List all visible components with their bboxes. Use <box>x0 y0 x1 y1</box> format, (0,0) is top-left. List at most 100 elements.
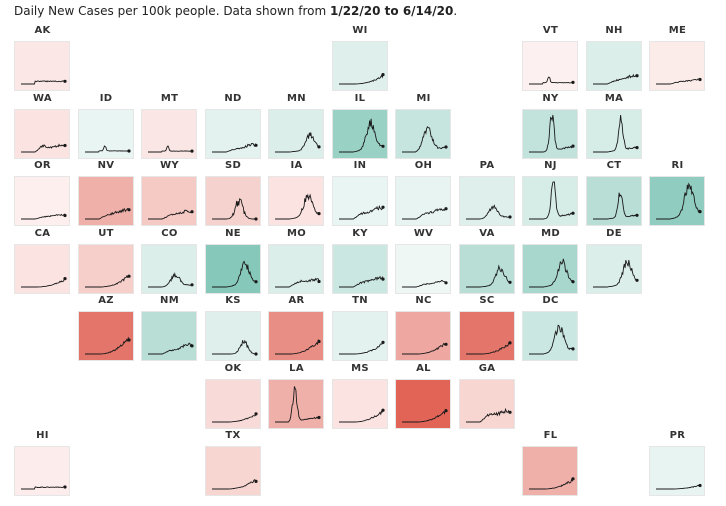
state-tile-pr[interactable]: PR <box>646 430 709 498</box>
sparkline-chart <box>465 407 512 422</box>
state-tile-tx[interactable]: TX <box>202 430 265 498</box>
sparkline-ga <box>465 407 510 422</box>
state-tile-vt[interactable]: VT <box>519 25 582 93</box>
state-tile-hi[interactable]: HI <box>11 430 74 498</box>
sparkline-endpoint-ak <box>63 79 67 83</box>
sparkline-mn <box>275 131 320 152</box>
state-tile-ia[interactable]: IA <box>265 160 328 228</box>
sparkline-endpoint-al <box>444 408 448 412</box>
state-label: AR <box>288 295 305 306</box>
state-label: HI <box>36 430 49 441</box>
state-tile-sd[interactable]: SD <box>202 160 265 228</box>
state-tile-la[interactable]: LA <box>265 363 328 431</box>
state-label: GA <box>478 362 496 374</box>
sparkline-pr <box>656 484 701 490</box>
state-tile-nv[interactable]: NV <box>75 160 138 228</box>
sparkline-chart <box>211 411 258 422</box>
state-tile-ca[interactable]: CA <box>11 228 74 296</box>
state-tile-ms[interactable]: MS <box>329 363 392 431</box>
state-tile-background <box>331 311 388 361</box>
state-tile-al[interactable]: AL <box>392 363 455 431</box>
state-tile-md[interactable]: MD <box>519 228 582 296</box>
state-label: MI <box>416 92 431 104</box>
sparkline-endpoint-de <box>634 278 639 282</box>
state-tile-background <box>204 108 261 159</box>
state-tile-sc[interactable]: SC <box>456 295 519 363</box>
sparkline-nv <box>84 208 129 220</box>
sparkline-endpoint-ct <box>634 213 639 217</box>
state-tile-background <box>395 311 451 361</box>
state-tile-il[interactable]: IL <box>329 93 392 161</box>
state-tile-tn[interactable]: TN <box>329 295 392 363</box>
state-tile-nh[interactable]: NH <box>583 25 646 93</box>
state-tile-ok[interactable]: OK <box>202 363 265 431</box>
state-label: NM <box>160 295 179 306</box>
state-tile-wa[interactable]: WA <box>11 93 74 161</box>
sparkline-endpoint-md <box>571 279 575 283</box>
sparkline-chart <box>465 340 512 355</box>
state-tile-ks[interactable]: KS <box>202 295 265 363</box>
state-tile-fl[interactable]: FL <box>519 430 582 498</box>
sparkline-mo <box>275 277 320 287</box>
sparkline-chart <box>402 408 448 422</box>
sparkline-ok <box>211 413 256 422</box>
sparkline-chart <box>402 207 448 220</box>
state-tile-me[interactable]: ME <box>646 25 709 93</box>
sparkline-hi <box>21 486 66 490</box>
state-tile-mn[interactable]: MN <box>265 93 328 161</box>
state-tile-nm[interactable]: NM <box>138 295 201 363</box>
state-tile-ri[interactable]: RI <box>646 160 709 228</box>
state-tile-mt[interactable]: MT <box>138 93 201 161</box>
state-tile-background <box>268 243 324 294</box>
state-tile-id[interactable]: ID <box>75 93 138 161</box>
state-label: NV <box>97 160 115 171</box>
sparkline-chart <box>275 193 321 220</box>
state-tile-wv[interactable]: WV <box>392 228 455 296</box>
state-tile-ga[interactable]: GA <box>456 363 519 431</box>
state-tile-mi[interactable]: MI <box>392 93 455 161</box>
sparkline-chart <box>338 73 385 85</box>
state-tile-ma[interactable]: MA <box>583 93 646 161</box>
state-label: ND <box>224 92 242 104</box>
state-tile-nc[interactable]: NC <box>392 295 455 363</box>
state-tile-or[interactable]: OR <box>11 160 74 228</box>
state-tile-in[interactable]: IN <box>329 160 392 228</box>
sparkline-endpoint-ma <box>634 145 639 149</box>
state-label: IL <box>354 92 366 104</box>
state-tile-ut[interactable]: UT <box>75 228 138 296</box>
state-tile-wi[interactable]: WI <box>329 25 392 93</box>
sparkline-ut <box>84 274 129 287</box>
sparkline-pa <box>465 204 510 220</box>
sparkline-endpoint-az <box>126 338 131 342</box>
chart-caption: Daily New Cases per 100k people. Data sh… <box>14 4 457 18</box>
state-tile-az[interactable]: AZ <box>75 295 138 363</box>
sparkline-chart <box>338 275 385 287</box>
state-label: IN <box>353 160 367 171</box>
state-tile-background <box>14 108 70 159</box>
sparkline-nm <box>148 342 193 355</box>
state-tile-nd[interactable]: ND <box>202 93 265 161</box>
state-tile-pa[interactable]: PA <box>456 160 519 228</box>
state-tile-ct[interactable]: CT <box>583 160 646 228</box>
sparkline-chart <box>529 76 575 85</box>
state-tile-ak[interactable]: AK <box>11 25 74 93</box>
state-tile-background <box>268 108 324 159</box>
state-tile-background <box>141 108 197 159</box>
state-tile-ny[interactable]: NY <box>519 93 582 161</box>
state-tile-nj[interactable]: NJ <box>519 160 582 228</box>
state-tile-wy[interactable]: WY <box>138 160 201 228</box>
state-tile-oh[interactable]: OH <box>392 160 455 228</box>
sparkline-endpoint-co <box>190 282 194 286</box>
state-tile-ne[interactable]: NE <box>202 228 265 296</box>
state-tile-co[interactable]: CO <box>138 228 201 296</box>
state-label: SC <box>479 295 495 306</box>
sparkline-endpoint-nh <box>634 74 639 78</box>
state-tile-ar[interactable]: AR <box>265 295 328 363</box>
state-tile-ky[interactable]: KY <box>329 228 392 296</box>
state-tile-va[interactable]: VA <box>456 228 519 296</box>
state-tile-de[interactable]: DE <box>583 228 646 296</box>
state-label: KY <box>352 227 368 239</box>
state-tile-mo[interactable]: MO <box>265 228 328 296</box>
state-tile-dc[interactable]: DC <box>519 295 582 363</box>
sparkline-endpoint-sc <box>507 341 512 345</box>
